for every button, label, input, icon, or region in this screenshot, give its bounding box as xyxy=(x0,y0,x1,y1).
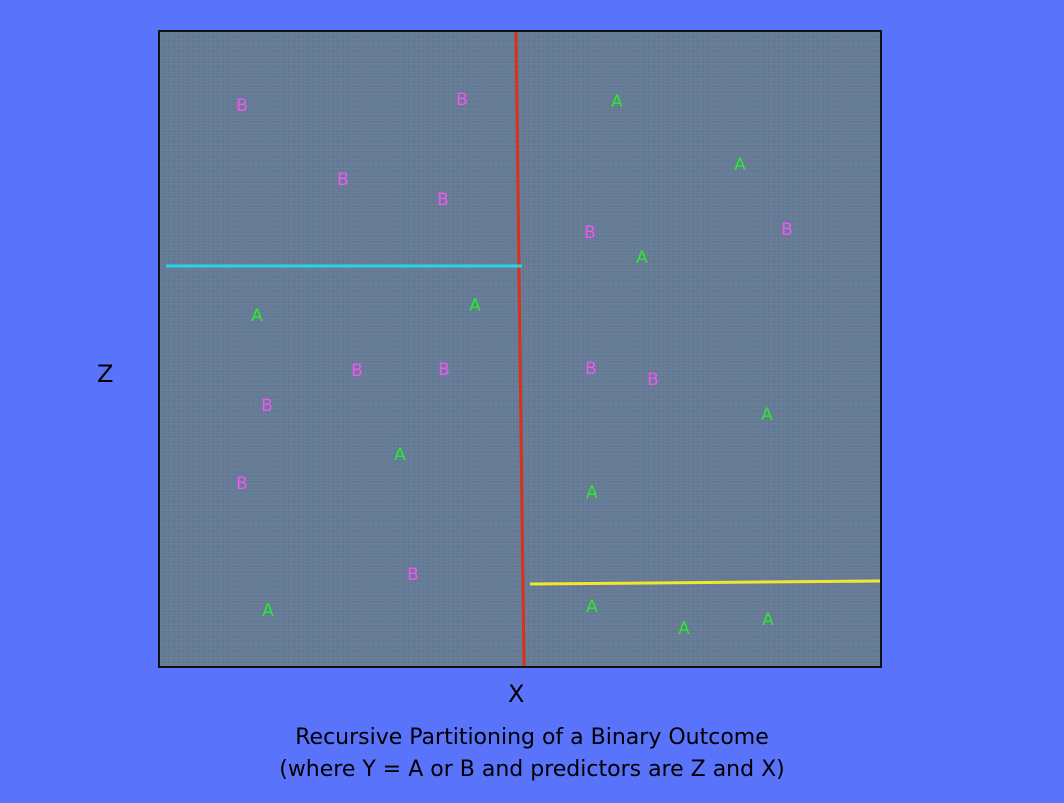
point-a: A xyxy=(762,610,774,630)
point-b: B xyxy=(584,223,596,243)
point-a: A xyxy=(734,155,746,175)
split-line-x xyxy=(514,32,526,666)
point-b: B xyxy=(647,370,659,390)
point-a: A xyxy=(586,483,598,503)
caption-subtitle: (where Y = A or B and predictors are Z a… xyxy=(279,757,785,782)
point-b: B xyxy=(781,220,793,240)
point-b: B xyxy=(585,359,597,379)
point-a: A xyxy=(469,296,481,316)
partition-plot: B B B B A A B B B A B B A A A B A B B B A A A A A xyxy=(158,30,882,668)
point-a: A xyxy=(636,248,648,268)
data-points: B B B B A A B B B A B B A A A B A B B B A A A A A xyxy=(236,90,793,639)
point-a: A xyxy=(678,619,690,639)
point-a: A xyxy=(394,445,406,465)
point-a: A xyxy=(251,306,263,326)
split-line-right-z xyxy=(529,579,880,586)
point-b: B xyxy=(236,96,248,116)
point-a: A xyxy=(761,405,773,425)
z-axis-label: Z xyxy=(97,360,114,388)
point-b: B xyxy=(261,396,273,416)
point-b: B xyxy=(437,190,449,210)
point-a: A xyxy=(586,597,598,617)
x-axis-label: X xyxy=(508,680,525,708)
point-a: A xyxy=(611,92,623,112)
point-b: B xyxy=(438,360,450,380)
point-b: B xyxy=(456,90,468,110)
point-a: A xyxy=(262,601,274,621)
point-b: B xyxy=(407,565,419,585)
point-b: B xyxy=(236,474,248,494)
partition-plot-svg: B B B B A A B B B A B B A A A B A B B B A A A A A xyxy=(166,32,880,666)
caption-title: Recursive Partitioning of a Binary Outco… xyxy=(295,725,769,750)
point-b: B xyxy=(351,361,363,381)
point-b: B xyxy=(337,170,349,190)
